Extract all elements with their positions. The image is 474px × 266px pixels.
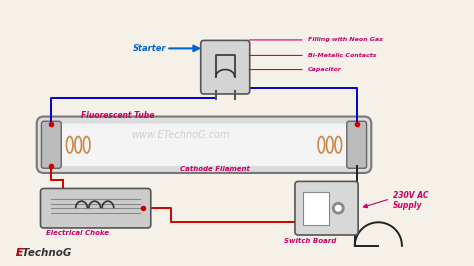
FancyBboxPatch shape: [295, 181, 358, 235]
Text: ETechnoG: ETechnoG: [16, 248, 72, 258]
Text: Bi-Metalic Contacts: Bi-Metalic Contacts: [249, 53, 376, 58]
FancyBboxPatch shape: [40, 189, 151, 228]
FancyBboxPatch shape: [58, 124, 350, 166]
Text: Electrical Choke: Electrical Choke: [46, 230, 109, 236]
Text: Filling with Neon Gas: Filling with Neon Gas: [249, 38, 383, 43]
Text: www.ETechnoG.com: www.ETechnoG.com: [131, 130, 230, 140]
Text: Capacitor: Capacitor: [249, 67, 342, 72]
FancyBboxPatch shape: [41, 121, 61, 168]
FancyBboxPatch shape: [347, 121, 366, 168]
Text: 230V AC
Supply: 230V AC Supply: [392, 191, 428, 210]
Circle shape: [336, 205, 341, 211]
FancyBboxPatch shape: [201, 40, 250, 94]
Circle shape: [333, 203, 344, 214]
Bar: [303, 192, 329, 225]
Text: Cathode Filament: Cathode Filament: [181, 166, 250, 172]
FancyBboxPatch shape: [36, 117, 371, 173]
Text: Starter: Starter: [133, 44, 167, 53]
Text: E: E: [16, 248, 23, 258]
Text: Switch Board: Switch Board: [284, 238, 337, 244]
Text: Fluorescent Tube: Fluorescent Tube: [82, 111, 155, 120]
